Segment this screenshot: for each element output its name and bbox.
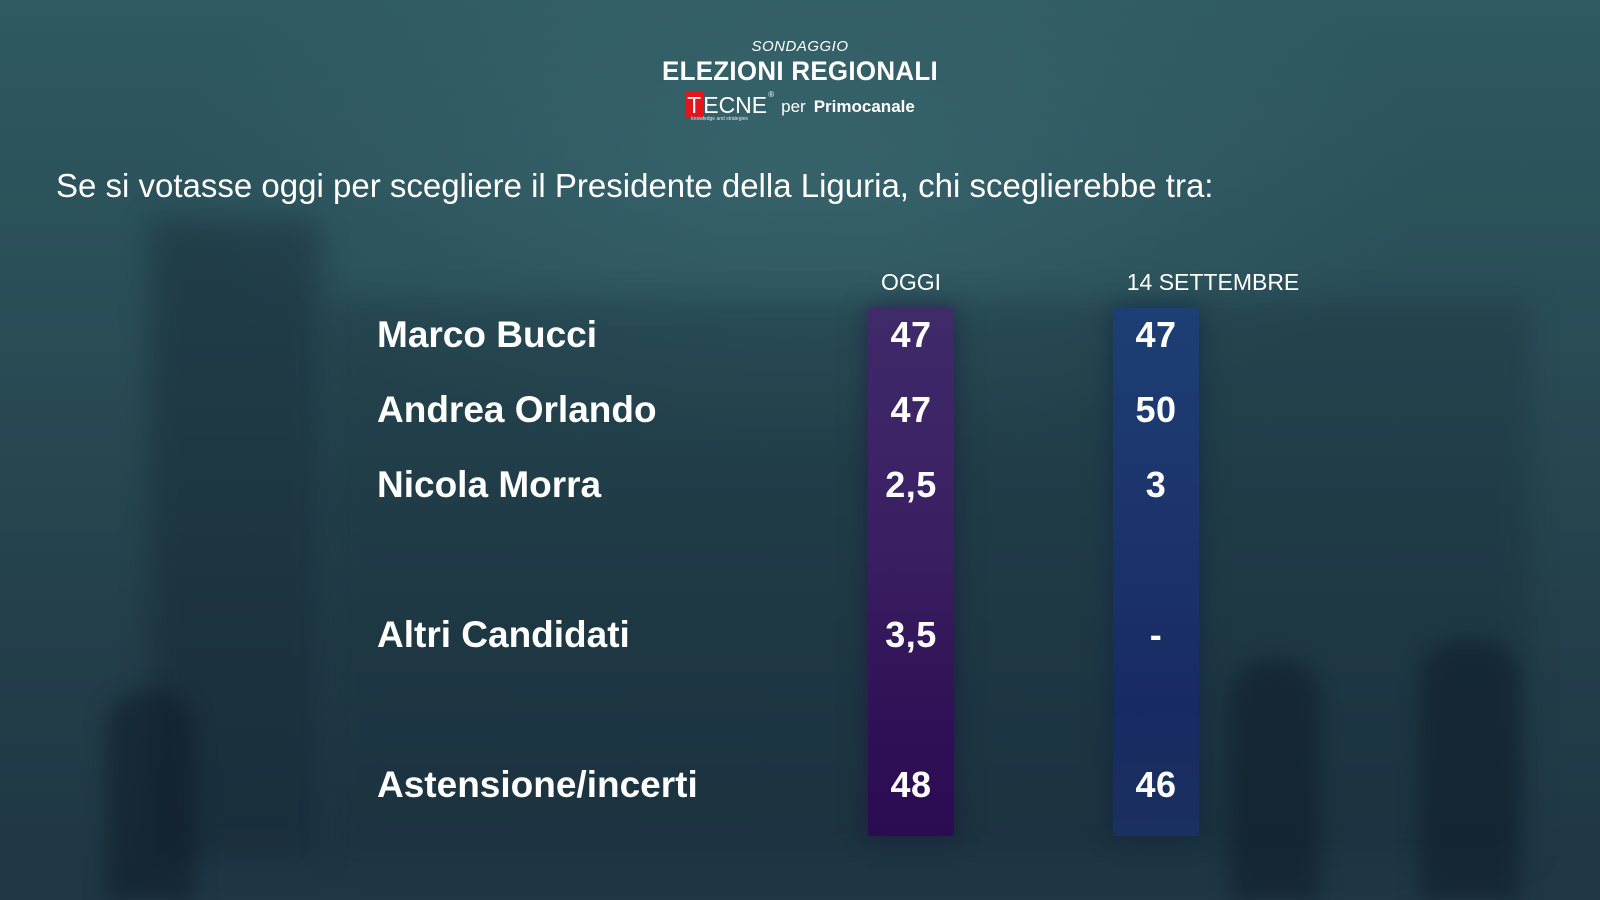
row-label-nicola-morra: Nicola Morra [377, 464, 602, 505]
background-building-left [150, 220, 320, 860]
settembre-column-bar [1113, 308, 1199, 836]
value-oggi-marco-bucci: 47 [890, 314, 932, 355]
value-sett-altri-candidati: - [1149, 614, 1163, 655]
tecne-logo-registered: ® [768, 90, 775, 99]
brand-row: TECNE ® knowledge and strategies per Pri… [0, 90, 1600, 124]
background-window [1230, 660, 1320, 900]
tecne-logo-tagline: knowledge and strategies [691, 116, 748, 122]
value-sett-astensione-incerti: 46 [1135, 764, 1177, 805]
row-label-astensione-incerti: Astensione/incerti [377, 764, 698, 805]
value-sett-andrea-orlando: 50 [1135, 389, 1177, 430]
row-label-andrea-orlando: Andrea Orlando [377, 389, 657, 430]
background-window [1420, 640, 1520, 900]
value-oggi-nicola-morra: 2,5 [885, 464, 937, 505]
row-label-marco-bucci: Marco Bucci [377, 314, 598, 355]
poll-headline: ELEZIONI REGIONALI [662, 56, 938, 86]
value-sett-nicola-morra: 3 [1145, 464, 1167, 505]
value-oggi-altri-candidati: 3,5 [885, 614, 937, 655]
value-oggi-andrea-orlando: 47 [890, 389, 932, 430]
per-label: per [781, 97, 806, 116]
tecne-logo: TECNE ® knowledge and strategies [685, 90, 774, 122]
poll-question: Se si votasse oggi per scegliere il Pres… [56, 167, 1214, 204]
value-sett-marco-bucci: 47 [1135, 314, 1177, 355]
partner-name: Primocanale [813, 97, 915, 116]
poll-header: SONDAGGIO ELEZIONI REGIONALI TECNE ® kno… [0, 38, 1600, 124]
row-label-altri-candidati: Altri Candidati [377, 614, 630, 655]
oggi-column-bar [868, 308, 954, 836]
column-header-14-settembre: 14 SETTEMBRE [1126, 269, 1300, 295]
value-oggi-astensione-incerti: 48 [890, 764, 932, 805]
column-header-oggi: OGGI [880, 269, 942, 295]
tecne-logo-text: ECNE [703, 92, 768, 118]
poll-kicker: SONDAGGIO [751, 38, 849, 55]
tecne-logo-t: T [685, 92, 704, 118]
background-window [105, 690, 195, 900]
